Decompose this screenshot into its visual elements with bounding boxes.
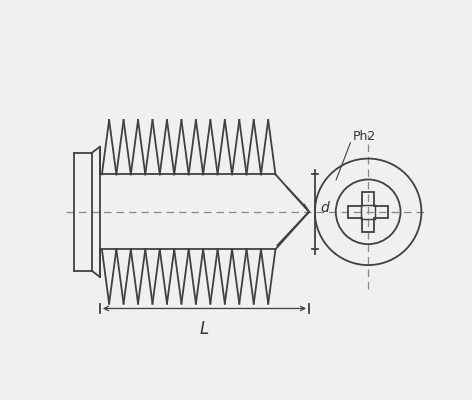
Text: Ph2: Ph2 (353, 130, 376, 143)
Text: L: L (200, 320, 209, 338)
Text: d: d (321, 201, 329, 215)
